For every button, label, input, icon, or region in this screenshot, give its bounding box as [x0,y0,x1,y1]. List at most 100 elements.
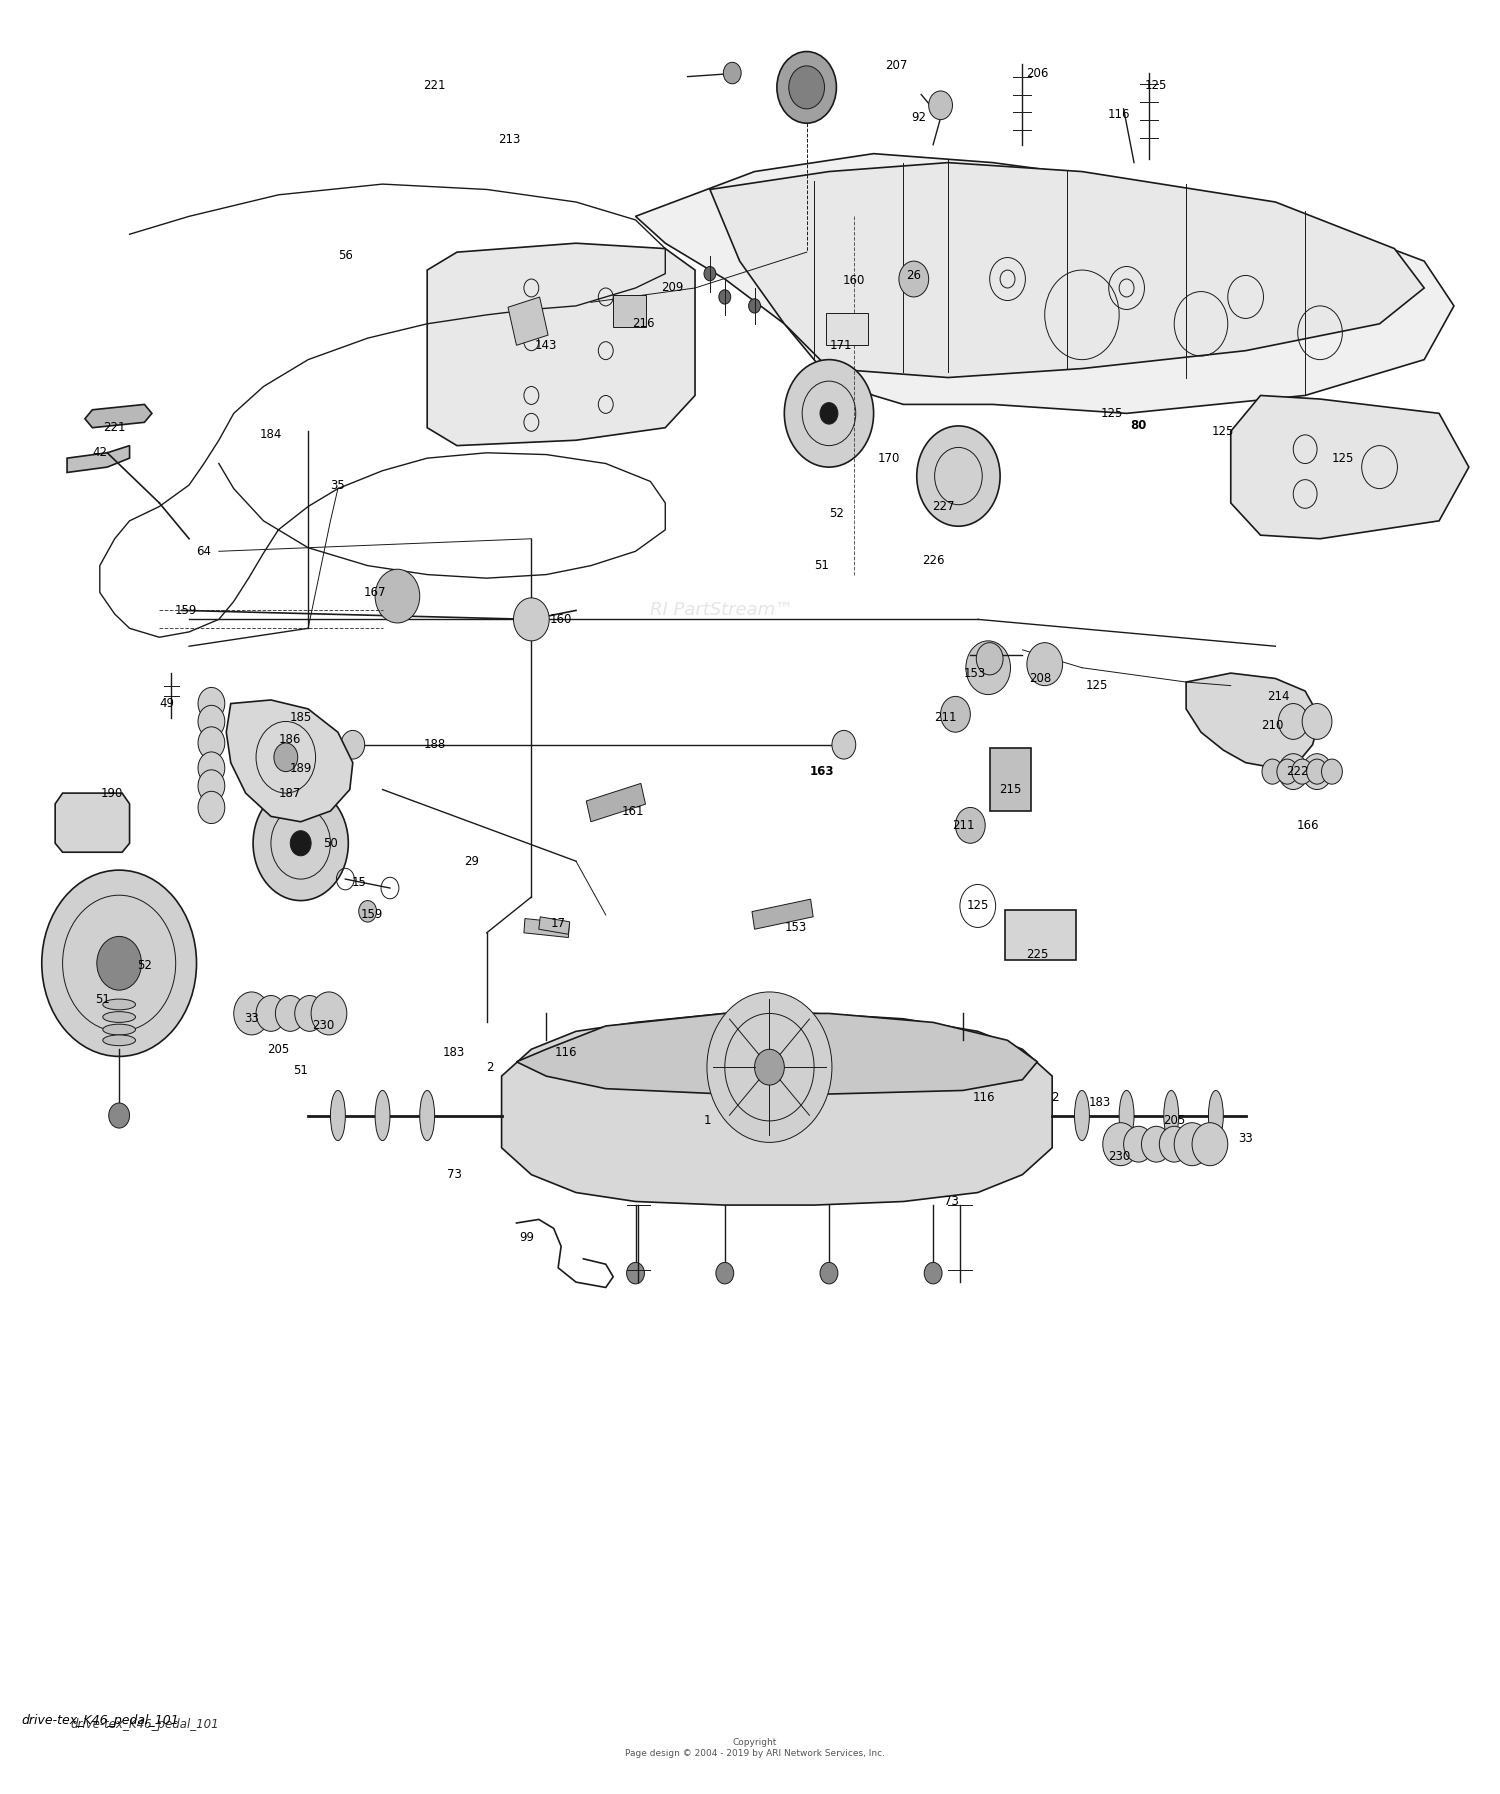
Circle shape [254,786,348,901]
Text: RI PartStream™: RI PartStream™ [651,601,794,619]
Text: 230: 230 [312,1019,334,1033]
Text: drive-tex_K46_pedal_101: drive-tex_K46_pedal_101 [70,1719,219,1731]
Text: 215: 215 [999,782,1022,797]
Circle shape [777,52,837,124]
Circle shape [198,791,225,823]
Circle shape [928,91,952,120]
Polygon shape [86,404,152,427]
Text: 210: 210 [1262,719,1284,732]
Circle shape [198,752,225,784]
Text: 207: 207 [885,59,908,72]
Text: 116: 116 [1108,108,1131,120]
Bar [586,784,645,822]
Circle shape [598,395,613,413]
Text: 153: 153 [784,920,807,935]
Text: 159: 159 [362,908,384,922]
Text: 211: 211 [934,712,957,725]
Circle shape [62,897,174,1033]
Bar [827,314,867,344]
Circle shape [916,425,1001,526]
Ellipse shape [375,1091,390,1141]
Text: 125: 125 [1101,407,1124,420]
Circle shape [1192,1123,1228,1166]
Circle shape [966,640,1011,694]
Polygon shape [1232,395,1468,538]
Text: 15: 15 [351,875,366,890]
Polygon shape [501,1014,1052,1206]
Ellipse shape [104,1024,135,1035]
Text: 185: 185 [290,712,312,725]
Ellipse shape [1209,1091,1224,1141]
Text: 17: 17 [550,917,566,931]
Text: 50: 50 [322,836,338,850]
Polygon shape [226,700,352,822]
Bar [752,899,813,929]
Circle shape [716,1263,734,1285]
Circle shape [1160,1127,1190,1163]
Text: 222: 222 [1287,764,1310,779]
Circle shape [718,291,730,305]
Text: 116: 116 [972,1091,994,1103]
Polygon shape [1186,673,1320,768]
Text: 52: 52 [136,958,152,972]
Text: 116: 116 [555,1046,578,1058]
Circle shape [627,1263,645,1285]
Text: 2: 2 [1052,1091,1059,1103]
Text: 161: 161 [621,804,644,818]
Circle shape [821,402,839,423]
Text: 33: 33 [244,1012,260,1026]
Text: 99: 99 [519,1231,534,1243]
Text: 208: 208 [1029,673,1051,685]
Text: 42: 42 [93,447,108,459]
Circle shape [976,642,1004,675]
Ellipse shape [1119,1091,1134,1141]
Text: 184: 184 [260,429,282,441]
Text: 51: 51 [294,1064,307,1076]
Polygon shape [516,1014,1038,1094]
Text: 29: 29 [465,854,480,868]
Circle shape [524,386,538,404]
Polygon shape [710,163,1424,377]
Circle shape [723,63,741,84]
Circle shape [821,1263,839,1285]
Circle shape [108,1103,129,1128]
Text: 1: 1 [704,1114,711,1127]
Text: 80: 80 [1131,420,1146,432]
Text: 26: 26 [906,269,921,282]
Circle shape [375,569,420,623]
Text: 209: 209 [662,282,684,294]
Polygon shape [427,244,694,445]
Text: 221: 221 [423,79,445,91]
Text: 125: 125 [1212,425,1234,438]
Circle shape [358,901,376,922]
Circle shape [1278,753,1308,789]
Circle shape [784,359,873,466]
Circle shape [1278,703,1308,739]
Circle shape [706,992,833,1143]
Text: 187: 187 [279,786,302,800]
Circle shape [1028,642,1062,685]
Circle shape [524,280,538,298]
Text: 167: 167 [364,587,387,599]
Text: 49: 49 [159,698,174,710]
Circle shape [98,936,141,990]
Text: 33: 33 [1239,1132,1252,1145]
Circle shape [898,262,928,298]
Text: 125: 125 [1330,452,1353,465]
Text: 205: 205 [1162,1114,1185,1127]
Circle shape [598,289,613,307]
Circle shape [598,341,613,359]
Circle shape [940,696,970,732]
Circle shape [198,705,225,737]
Circle shape [1302,703,1332,739]
Text: drive-tex_K46_pedal_101: drive-tex_K46_pedal_101 [21,1715,178,1728]
Circle shape [513,597,549,640]
Bar [1005,910,1076,960]
Text: 125: 125 [966,899,988,913]
Bar [524,919,570,938]
Ellipse shape [330,1091,345,1141]
Text: 221: 221 [104,422,126,434]
Ellipse shape [1164,1091,1179,1141]
Circle shape [833,730,856,759]
Ellipse shape [420,1091,435,1141]
